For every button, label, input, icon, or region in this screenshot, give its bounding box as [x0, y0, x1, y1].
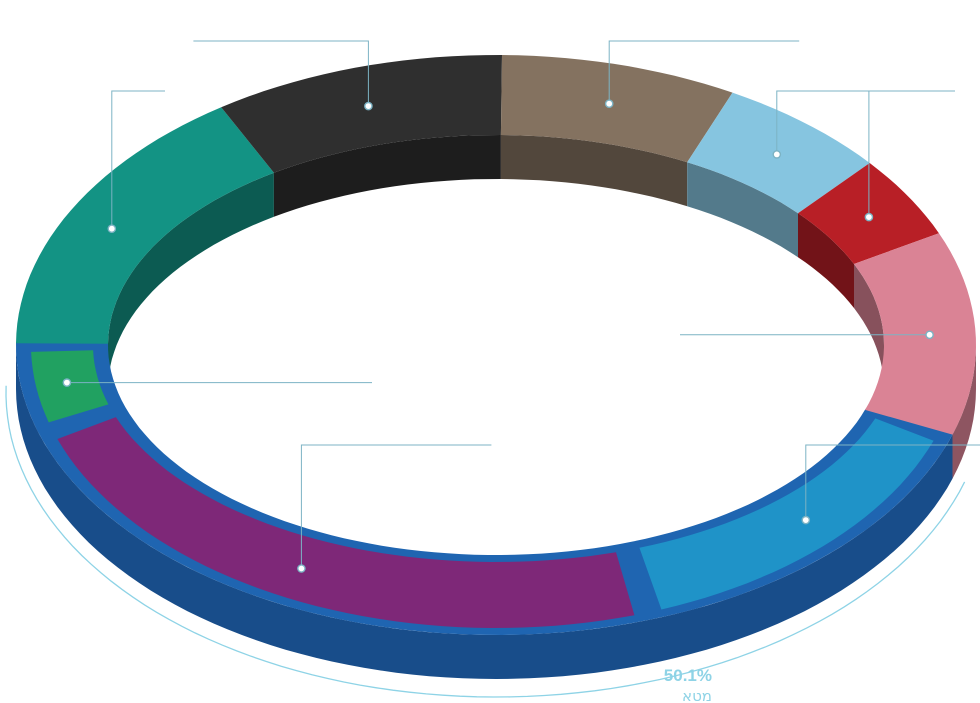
group-percentage-label: 50.1%	[664, 666, 712, 685]
slice-9	[854, 233, 976, 435]
slice-marker-8	[864, 212, 874, 222]
group-name-label: מטא	[682, 687, 712, 703]
slice-marker-2	[297, 564, 306, 573]
group-bracket	[5, 385, 966, 698]
slice-6	[500, 55, 733, 163]
ring-inner-wall	[854, 264, 884, 389]
slice-marker-1	[801, 515, 811, 525]
group-outer-wall	[16, 345, 953, 679]
slice-1	[639, 418, 934, 610]
ring-inner-wall	[108, 172, 274, 388]
slice-marker-7	[772, 150, 782, 159]
slice-marker-4	[107, 224, 117, 233]
leader-line	[805, 444, 980, 521]
ring-inner-wall	[500, 135, 688, 207]
slice-4	[16, 107, 274, 344]
ring-sides	[16, 135, 976, 679]
slice-2	[57, 417, 635, 628]
leader-line	[868, 90, 955, 218]
slice-marker-6	[604, 99, 614, 108]
slice-3	[31, 350, 109, 423]
slice-5	[221, 55, 502, 173]
slice-marker-3	[62, 378, 72, 387]
leader-lines	[62, 40, 980, 573]
leader-line	[111, 90, 165, 229]
leader-line	[193, 40, 369, 107]
slice-marker-5	[364, 101, 373, 111]
ring-inner-wall	[273, 135, 501, 217]
ring-inner-wall	[798, 213, 854, 308]
leader-line	[300, 444, 492, 569]
leader-line	[608, 40, 800, 104]
ring-top-faces	[16, 55, 976, 635]
ring-inner-wall	[687, 162, 798, 258]
slice-marker-9	[925, 330, 934, 340]
